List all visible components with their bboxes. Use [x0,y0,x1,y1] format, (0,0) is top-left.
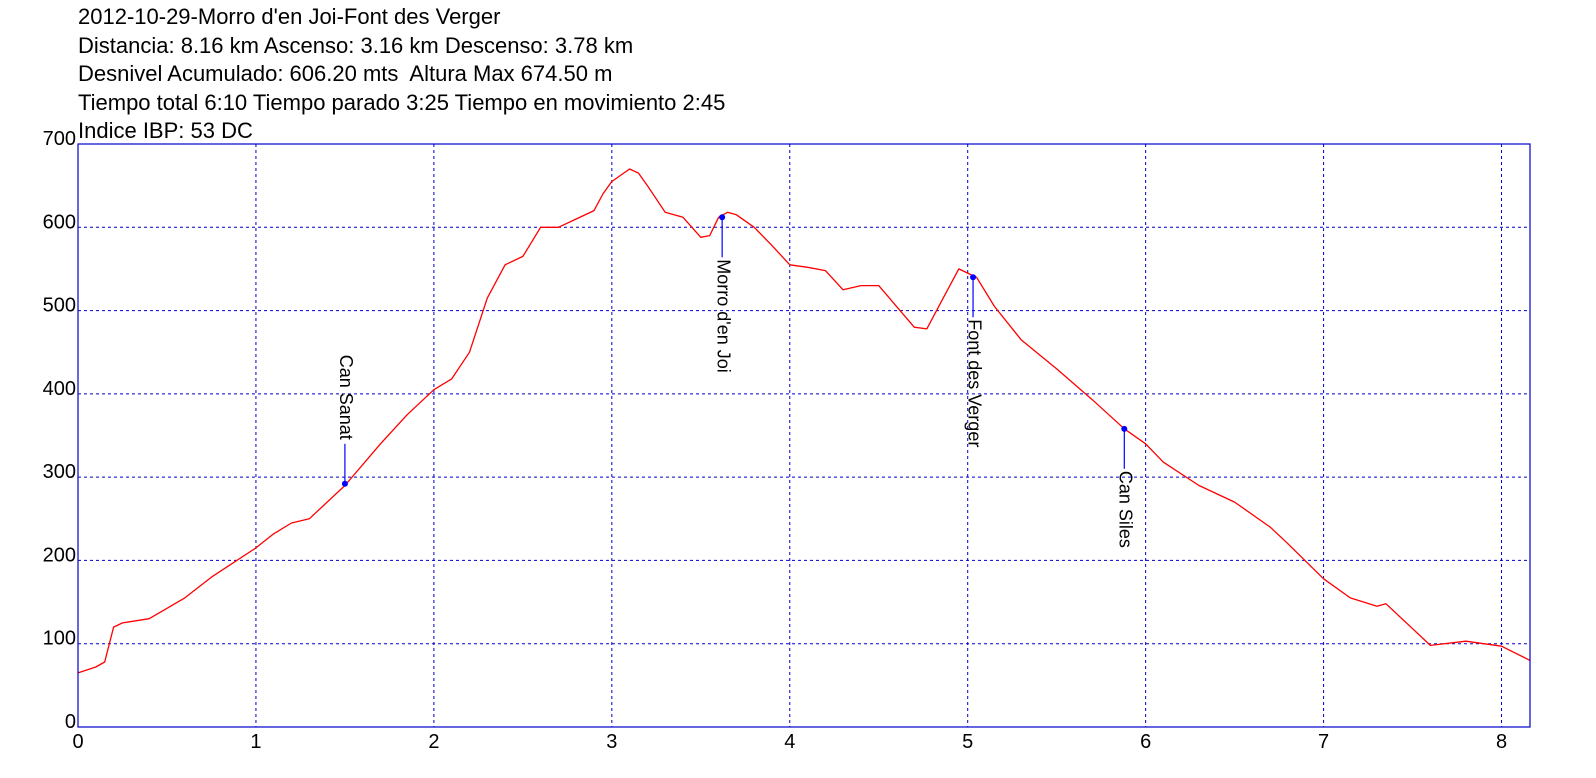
waypoint-label: Can Siles [1116,471,1136,548]
y-tick-label: 100 [43,628,76,650]
x-axis-ticks: 0 1 2 3 4 5 6 7 8 [72,731,1507,753]
waypoint-label: Morro d'en Joi [713,259,733,372]
elevation-line [77,168,1531,674]
x-tick-label: 7 [1318,731,1329,753]
x-tick-label: 0 [72,731,83,753]
x-tick-label: 5 [962,731,973,753]
waypoint-label: Font des Verger [964,319,984,447]
x-tick-label: 6 [1140,731,1151,753]
ibp-index: Indice IBP: 53 DC [78,118,253,144]
y-tick-label: 300 [43,461,76,483]
elevation-line-group [77,168,1531,674]
waypoint-label: Can Sanat [336,355,356,440]
elevation-stats: Desnivel Acumulado: 606.20 mts Altura Ma… [78,61,613,87]
y-tick-label: 600 [43,211,76,233]
x-tick-label: 8 [1496,731,1507,753]
waypoint: Can Sanat [336,355,356,487]
chart-header: 2012-10-29-Morro d'en Joi-Font des Verge… [78,3,725,146]
distance-stats: Distancia: 8.16 km Ascenso: 3.16 km Desc… [78,32,634,58]
waypoints: Can Sanat Morro d'en Joi Font des Verger Ca… [336,214,1136,548]
waypoint-dot [970,274,977,281]
chart-title: 2012-10-29-Morro d'en Joi-Font des Verge… [78,4,501,29]
grid-lines [78,144,1530,727]
waypoint: Morro d'en Joi [713,214,733,373]
y-axis-ticks: 0 100 200 300 400 500 600 700 [43,128,76,733]
waypoint-dot [1121,425,1128,432]
x-tick-label: 1 [250,731,261,753]
waypoint-dot [341,480,348,487]
x-tick-label: 3 [606,731,617,753]
x-tick-label: 2 [428,731,439,753]
y-tick-label: 500 [43,295,76,317]
y-tick-label: 200 [43,544,76,566]
x-tick-label: 4 [784,731,795,753]
y-tick-label: 0 [65,711,76,733]
y-tick-label: 700 [43,128,76,150]
y-tick-label: 400 [43,378,76,400]
waypoint: Font des Verger [964,274,984,447]
waypoint: Can Siles [1116,425,1136,548]
time-stats: Tiempo total 6:10 Tiempo parado 3:25 Tie… [78,89,726,115]
plot-frame [77,143,1531,728]
waypoint-dot [719,214,726,221]
